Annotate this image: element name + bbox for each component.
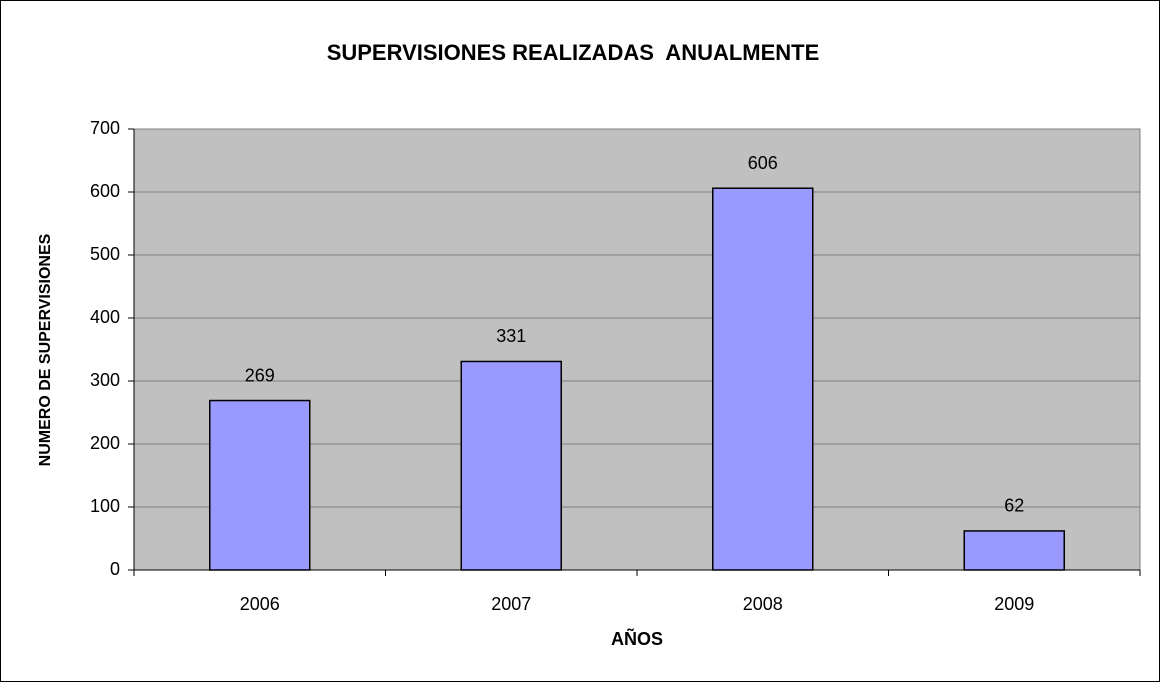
data-label: 269 [245, 365, 275, 385]
x-tick-label: 2008 [743, 594, 783, 614]
data-label: 606 [748, 153, 778, 173]
y-axis-title: NUMERO DE SUPERVISIONES [37, 233, 54, 466]
data-label: 331 [496, 326, 526, 346]
y-tick-label: 500 [90, 244, 120, 264]
bar [460, 360, 562, 571]
x-tick-label: 2009 [994, 594, 1034, 614]
y-tick-label: 100 [90, 496, 120, 516]
bar [712, 187, 814, 571]
y-tick-label: 600 [90, 181, 120, 201]
x-tick-label: 2006 [240, 594, 280, 614]
bar [963, 530, 1065, 571]
data-label: 62 [1004, 496, 1024, 516]
y-tick-label: 400 [90, 307, 120, 327]
x-tick-label: 2007 [491, 594, 531, 614]
y-tick-label: 200 [90, 433, 120, 453]
chart-title: SUPERVISIONES REALIZADAS ANUALMENTE [327, 40, 820, 65]
y-tick-label: 300 [90, 370, 120, 390]
y-tick-label: 700 [90, 118, 120, 138]
bar [209, 399, 311, 571]
y-tick-label: 0 [110, 559, 120, 579]
x-axis-title: AÑOS [611, 628, 663, 649]
